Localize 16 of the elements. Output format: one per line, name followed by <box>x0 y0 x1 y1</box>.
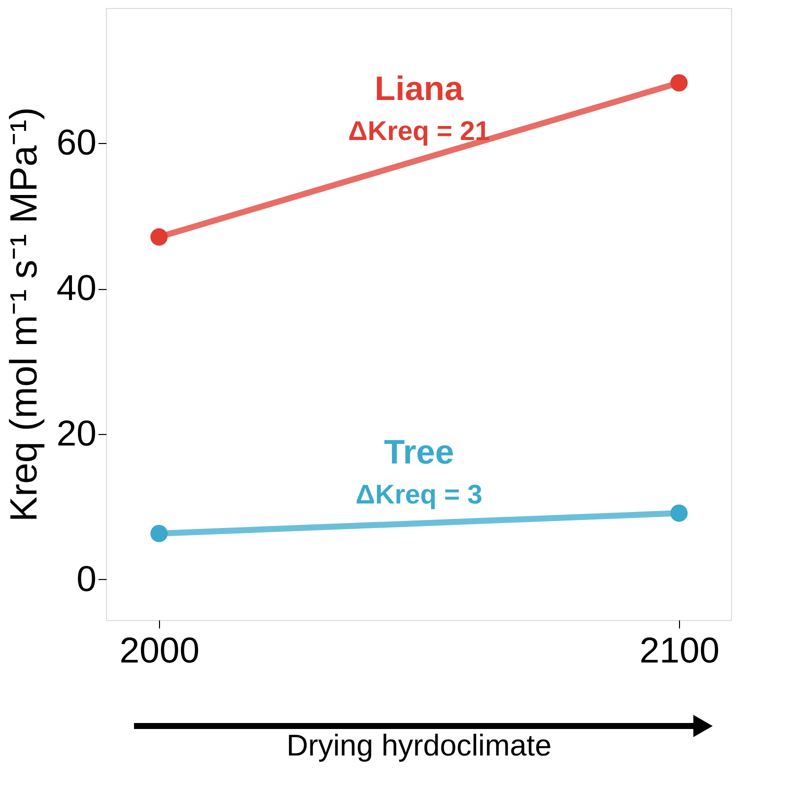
series-label: Tree <box>384 433 454 472</box>
x-tick-label: 2000 <box>119 630 200 670</box>
point <box>150 524 168 542</box>
annotation: ΔKreq = 21 <box>348 116 490 146</box>
point <box>150 228 168 246</box>
y-tick-label: 20 <box>56 412 96 454</box>
series-label: Liana <box>374 70 465 108</box>
point <box>670 504 688 522</box>
y-tick-label: 60 <box>56 122 96 163</box>
x-axis-title: Drying hyrdoclimate <box>286 730 552 762</box>
point <box>670 74 688 92</box>
y-axis-title: Kreq (mol m⁻¹ s⁻¹ MPa⁻¹) <box>3 107 46 522</box>
y-tick-label: 0 <box>76 558 96 599</box>
annotation: ΔKreq = 3 <box>356 479 482 510</box>
x-tick-label: 2100 <box>639 630 720 670</box>
y-tick-label: 40 <box>56 267 96 308</box>
